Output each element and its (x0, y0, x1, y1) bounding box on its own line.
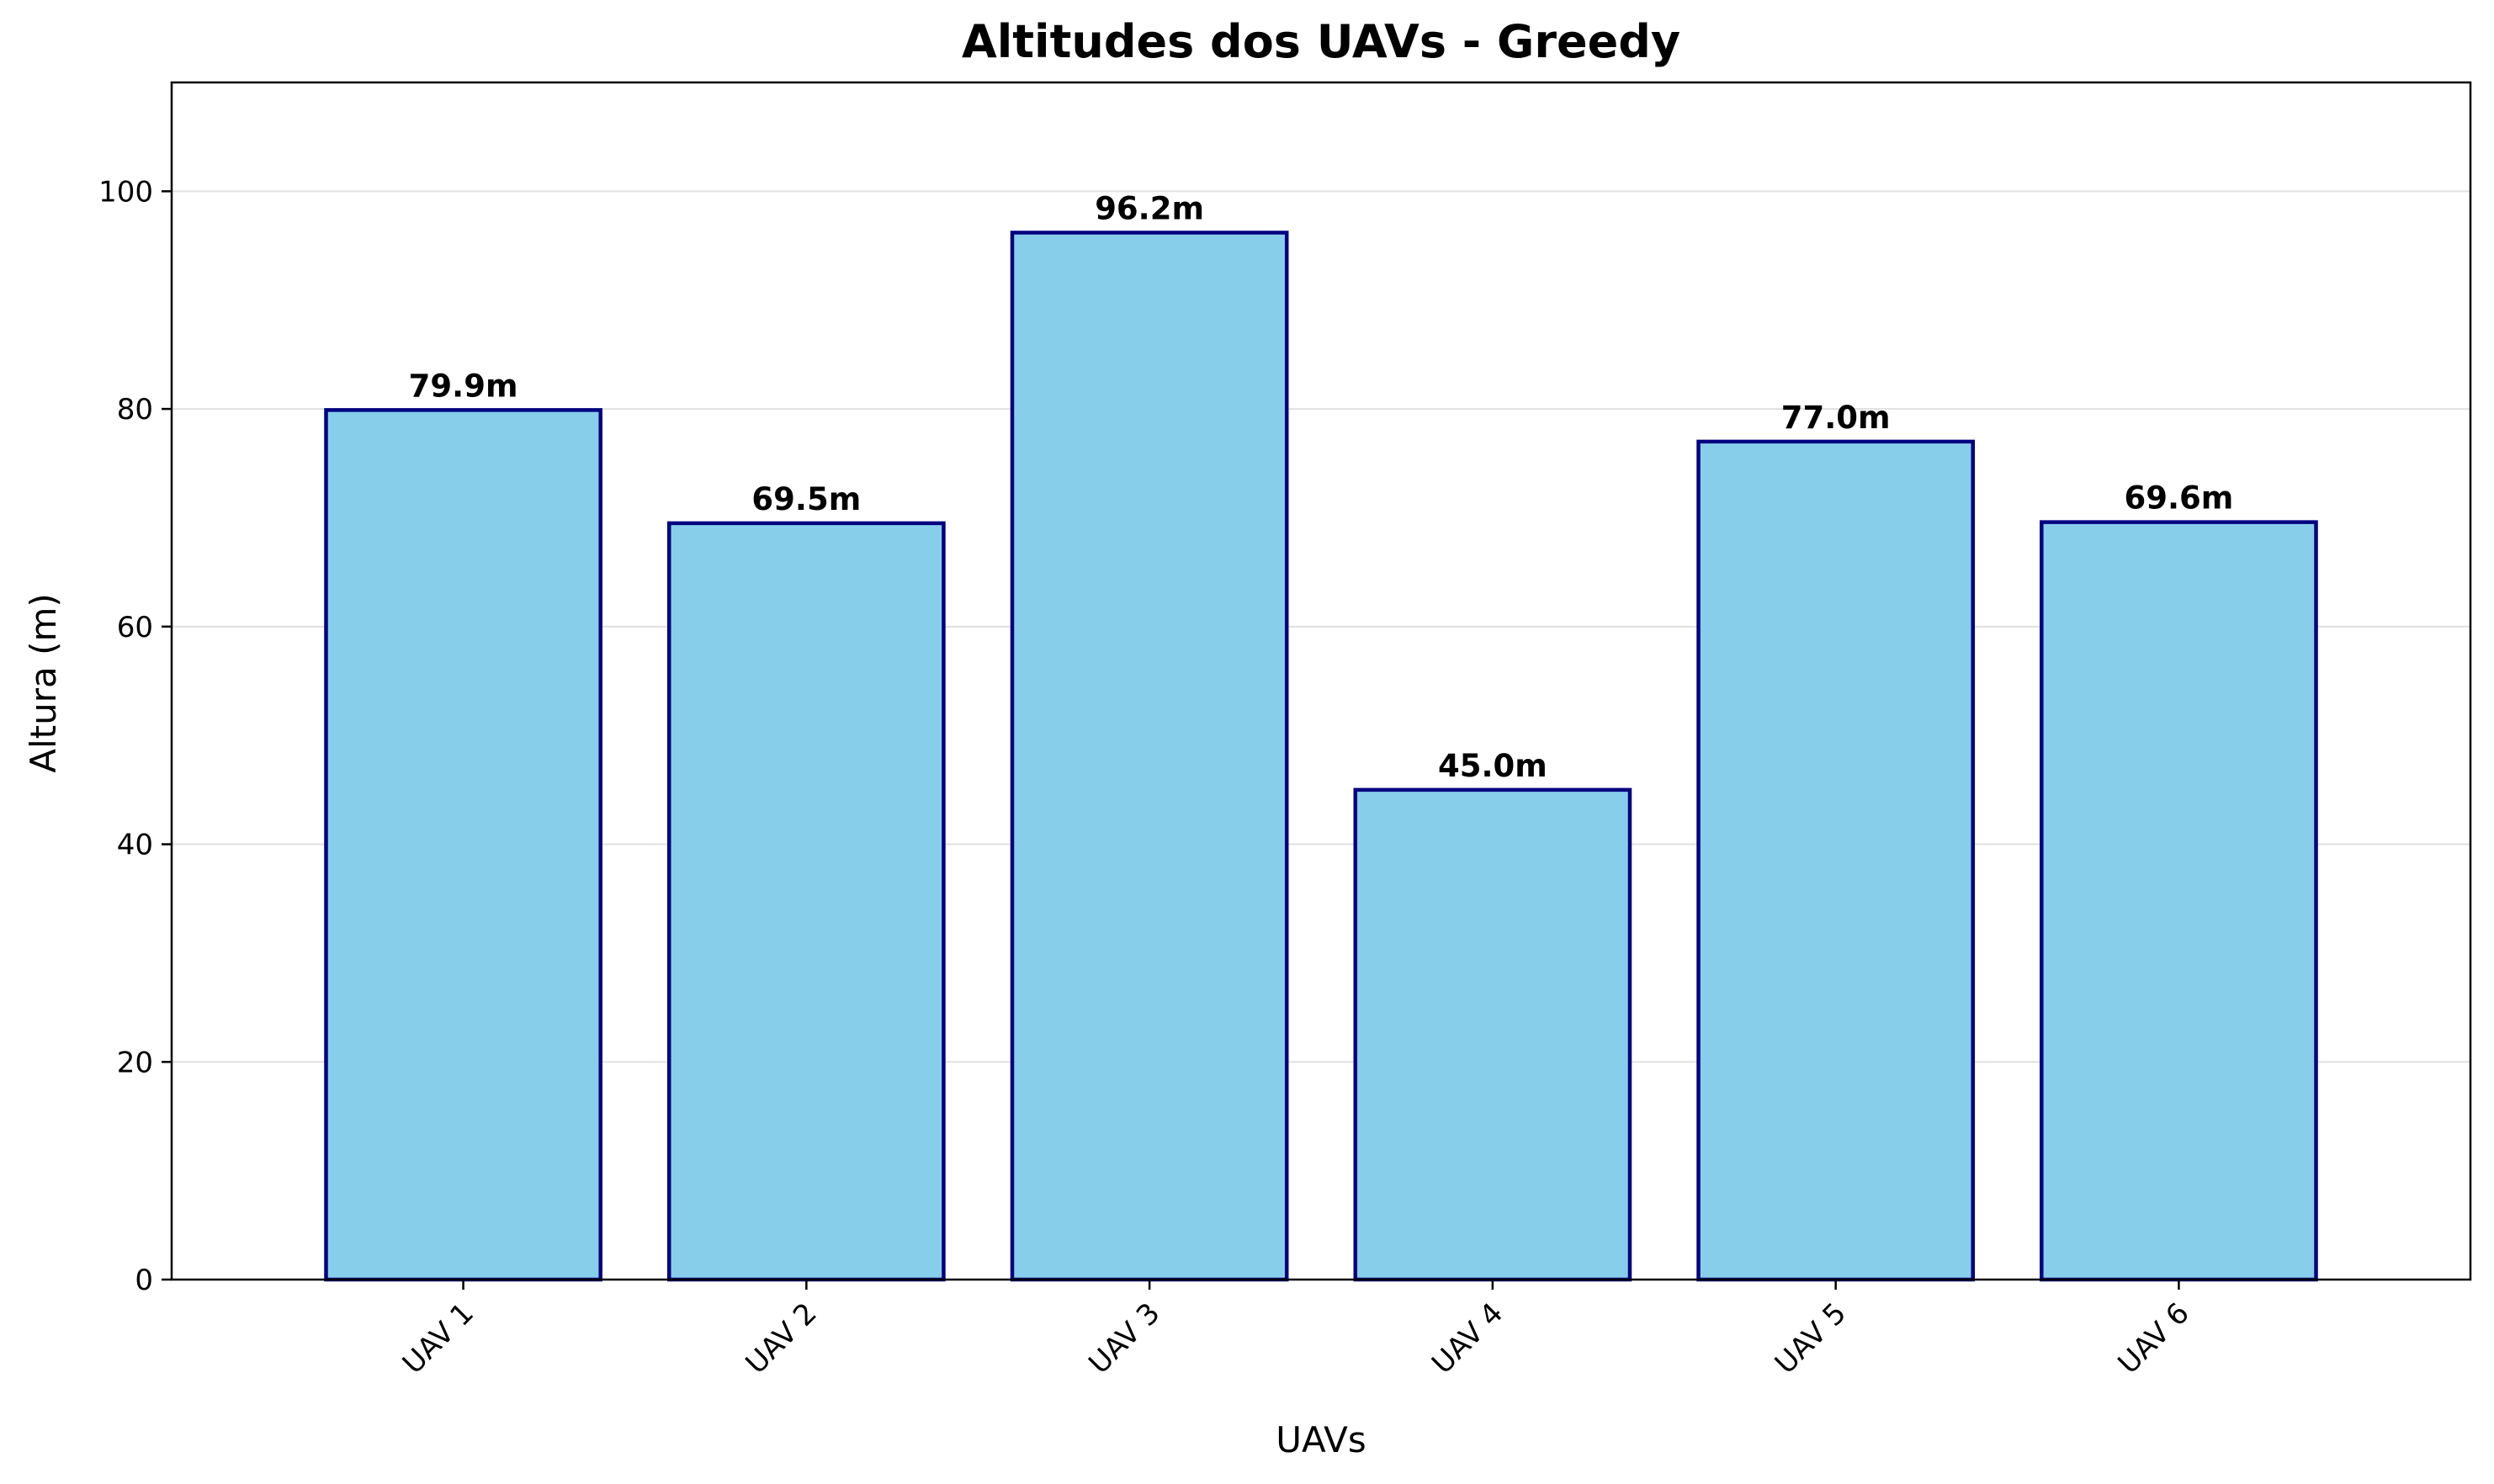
y-tick-label: 0 (135, 1264, 153, 1297)
y-tick-label: 60 (117, 611, 153, 644)
bar (324, 408, 602, 1282)
y-axis-label: Altura (m) (23, 593, 64, 773)
bar-data-label: 77.0m (1781, 400, 1891, 436)
bar-data-label: 69.6m (2124, 480, 2233, 517)
x-axis-label: UAVs (1276, 1419, 1366, 1460)
bar (667, 521, 946, 1282)
plot-frame (170, 81, 2472, 1281)
bar-data-label: 96.2m (1095, 191, 1204, 227)
bar (2040, 520, 2318, 1282)
data-labels-layer: 79.9m 69.5m 96.2m 45.0m 77.0m 69.6m (409, 191, 2234, 784)
bar (1696, 439, 1975, 1282)
bar-data-label: 79.9m (409, 368, 518, 404)
y-tick-label: 20 (117, 1046, 153, 1079)
bar (1353, 787, 1632, 1282)
y-tick-label: 40 (117, 829, 153, 862)
bar (1010, 231, 1289, 1282)
chart-title: Altitudes dos UAVs - Greedy (962, 15, 1680, 68)
bar-data-label: 69.5m (751, 481, 861, 517)
y-tick-label: 80 (117, 393, 153, 427)
y-tick-label: 100 (98, 175, 153, 209)
bars-layer (324, 231, 2318, 1282)
bar-data-label: 45.0m (1438, 748, 1547, 784)
